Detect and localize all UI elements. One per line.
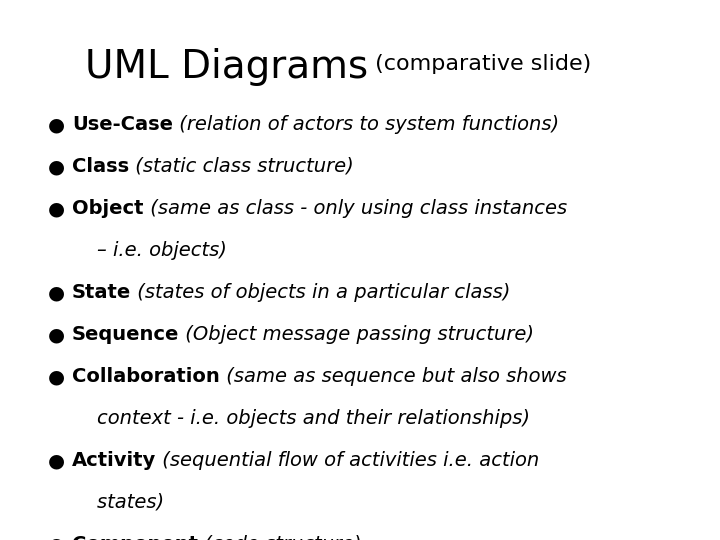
Text: ●: ● [48, 325, 65, 344]
Text: Class: Class [72, 157, 129, 176]
Text: Sequence: Sequence [72, 325, 179, 344]
Text: (comparative slide): (comparative slide) [368, 54, 591, 74]
Text: (sequential flow of activities i.e. action: (sequential flow of activities i.e. acti… [156, 451, 539, 470]
Text: (same as sequence but also shows: (same as sequence but also shows [220, 367, 567, 386]
Text: ●: ● [48, 283, 65, 302]
Text: context - i.e. objects and their relationships): context - i.e. objects and their relatio… [72, 409, 530, 428]
Text: Use-Case: Use-Case [72, 115, 173, 134]
Text: ●: ● [48, 115, 65, 134]
Text: Component: Component [72, 535, 198, 540]
Text: (relation of actors to system functions): (relation of actors to system functions) [173, 115, 559, 134]
Text: Activity: Activity [72, 451, 156, 470]
Text: Object: Object [72, 199, 143, 218]
Text: Collaboration: Collaboration [72, 367, 220, 386]
Text: ●: ● [48, 199, 65, 218]
Text: states): states) [72, 493, 164, 512]
Text: (same as class - only using class instances: (same as class - only using class instan… [143, 199, 567, 218]
Text: (states of objects in a particular class): (states of objects in a particular class… [131, 283, 510, 302]
Text: ●: ● [48, 451, 65, 470]
Text: (Object message passing structure): (Object message passing structure) [179, 325, 534, 344]
Text: (static class structure): (static class structure) [129, 157, 354, 176]
Text: – i.e. objects): – i.e. objects) [72, 241, 227, 260]
Text: State: State [72, 283, 131, 302]
Text: UML Diagrams: UML Diagrams [85, 48, 368, 86]
Text: ●: ● [48, 367, 65, 386]
Text: ●: ● [48, 535, 65, 540]
Text: ●: ● [48, 157, 65, 176]
Text: (code structure): (code structure) [198, 535, 361, 540]
